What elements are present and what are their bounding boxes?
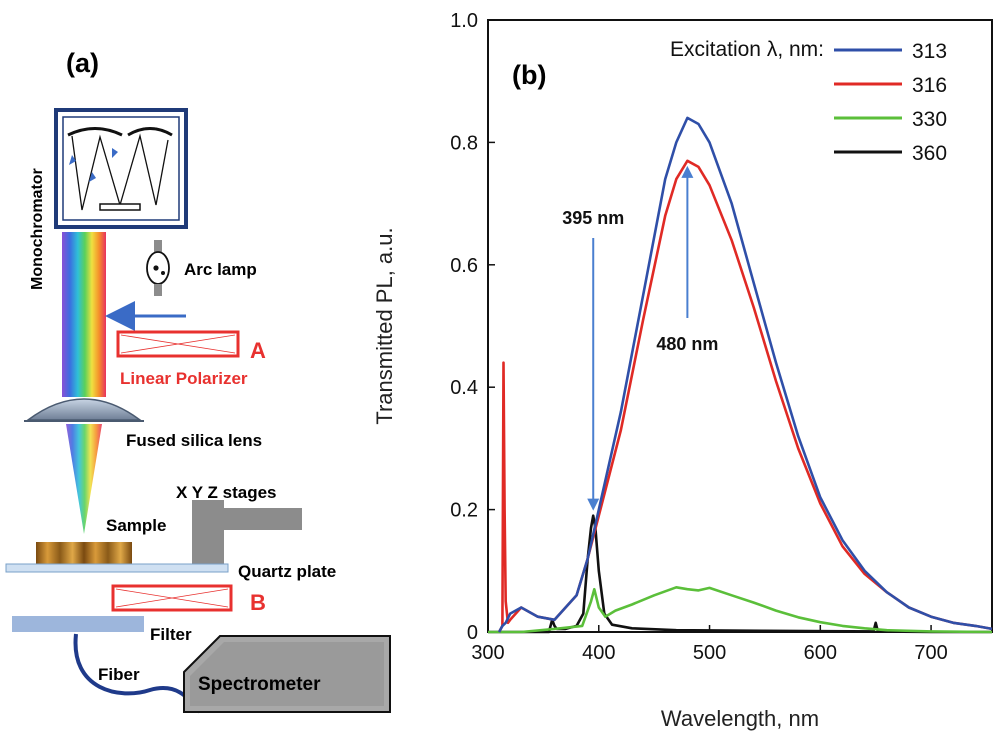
polarizer-b-label: B [250, 590, 266, 615]
spectrometer-icon [183, 635, 391, 713]
legend-label-316: 316 [912, 74, 947, 97]
panel-b-label: (b) [512, 60, 546, 90]
xyz-stages-label: X Y Z stages [176, 483, 276, 502]
x-axis-label: Wavelength, nm [661, 706, 819, 731]
monochromator-label: Monochromator [29, 168, 46, 290]
lens-icon [25, 398, 143, 421]
panel-a: (a) Monochromator Arc lamp [5, 48, 391, 714]
spectrometer-label: Spectrometer [198, 674, 321, 695]
focused-beam [66, 424, 102, 534]
annotation-480-label: 480 nm [656, 334, 718, 354]
fiber-label: Fiber [98, 665, 140, 684]
polarizer-a [116, 330, 240, 358]
y-axis-label: Transmitted PL, a.u. [372, 227, 397, 424]
y-tick-label: 1.0 [450, 10, 478, 32]
legend: Excitation λ, nm: 313 316 330 360 [670, 38, 947, 165]
annotation-arrowhead-395 [587, 498, 600, 511]
sample-icon [36, 542, 132, 564]
x-tick-label: 300 [471, 642, 504, 664]
quartz-plate-icon [5, 563, 229, 573]
legend-label-313: 313 [912, 40, 947, 63]
x-tick-label: 400 [582, 642, 615, 664]
annotation-395-label: 395 nm [562, 208, 624, 228]
polarizer-a-label: A [250, 338, 266, 363]
series-line-313 [497, 116, 993, 633]
x-tick-label: 500 [693, 642, 726, 664]
series-line-360 [488, 514, 992, 634]
filter-label: Filter [150, 625, 192, 644]
lens-label: Fused silica lens [126, 431, 262, 450]
legend-title: Excitation λ, nm: [670, 38, 824, 61]
panel-b-chart: 300 400 500 600 700 0 0.2 0.4 0.6 0.8 1.0 395 nm 48… [372, 10, 993, 731]
polarizer-b [111, 584, 233, 612]
linear-polarizer-label: Linear Polarizer [120, 369, 248, 388]
quartz-plate-label: Quartz plate [238, 562, 336, 581]
arc-lamp-label: Arc lamp [184, 260, 257, 279]
legend-label-330: 330 [912, 108, 947, 131]
y-tick-label: 0.4 [450, 377, 478, 399]
legend-label-360: 360 [912, 142, 947, 165]
annotation-arrowhead-480 [681, 165, 694, 178]
filter-icon [12, 616, 144, 632]
y-tick-label: 0.8 [450, 132, 478, 154]
x-tick-label: 600 [804, 642, 837, 664]
panel-a-label: (a) [66, 48, 99, 78]
series-line-316 [497, 159, 993, 633]
y-tick-label: 0 [467, 622, 478, 644]
monochromator [54, 108, 188, 229]
y-tick-label: 0.2 [450, 500, 478, 522]
series-line-330 [488, 585, 993, 634]
plot-area [487, 19, 993, 633]
arc-lamp-icon [146, 240, 170, 296]
x-tick-label: 700 [914, 642, 947, 664]
spectral-beam [62, 232, 106, 397]
y-tick-label: 0.6 [450, 255, 478, 277]
xyz-stage [192, 500, 302, 568]
sample-label: Sample [106, 516, 166, 535]
